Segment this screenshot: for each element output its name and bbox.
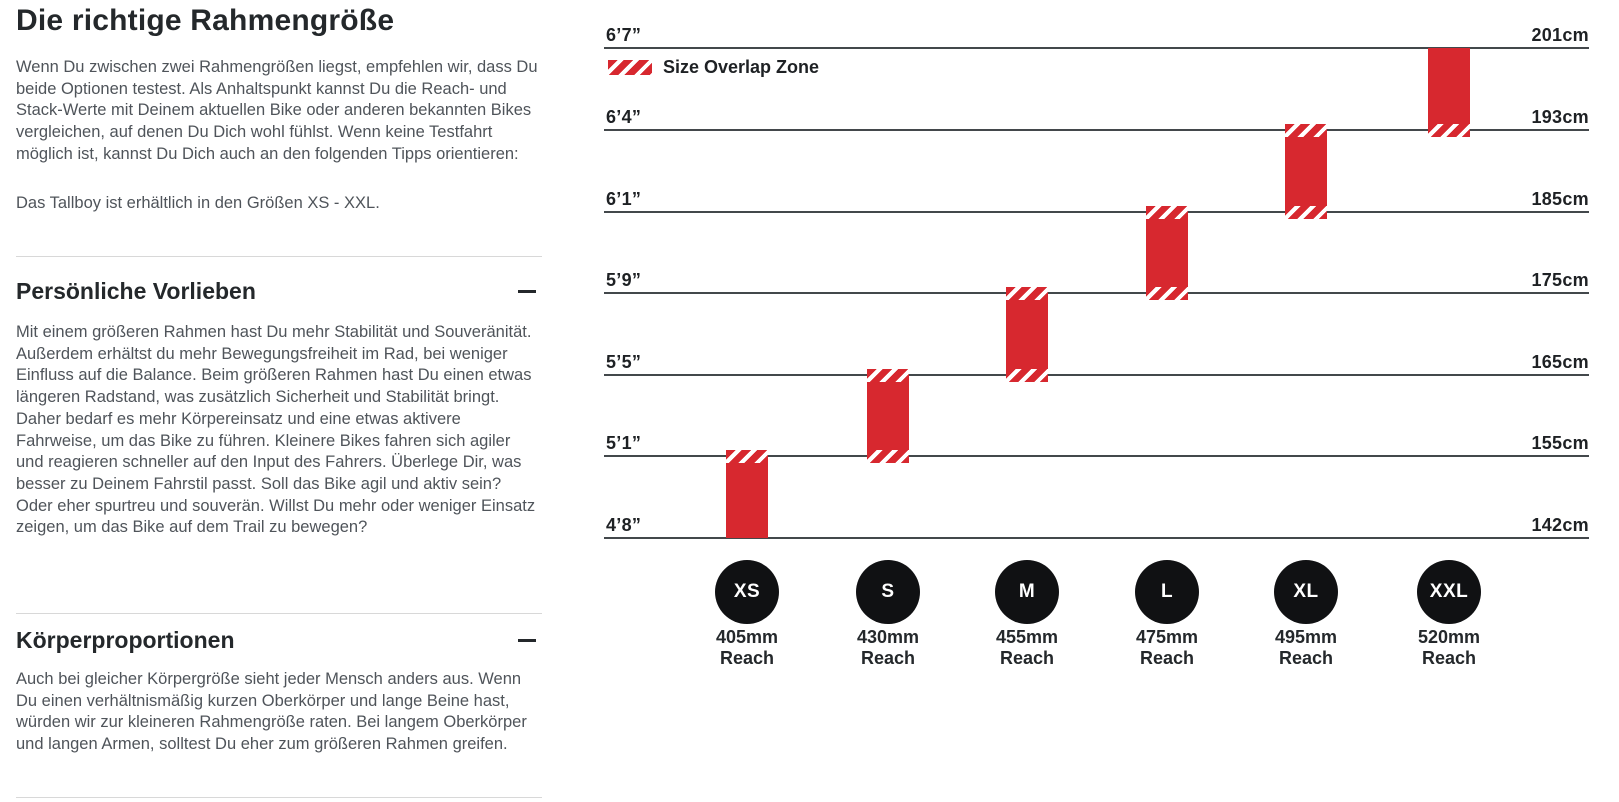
overlap-zone-top	[867, 369, 909, 382]
size-range-solid	[726, 463, 768, 538]
overlap-zone-top	[1146, 206, 1188, 219]
size-badge-xs: XS	[715, 560, 779, 624]
overlap-zone-bottom	[1428, 124, 1470, 137]
section-divider	[16, 797, 542, 798]
height-label-metric: 185cm	[1531, 189, 1589, 209]
height-label-metric: 155cm	[1531, 433, 1589, 453]
reach-caption: Reach	[860, 648, 916, 668]
section-divider	[16, 613, 542, 614]
section-heading: Körperproportionen	[16, 626, 235, 653]
page-title: Die richtige Rahmengröße	[16, 4, 395, 37]
overlap-zone-bottom	[1146, 287, 1188, 300]
height-label-imperial: 5’1”	[606, 433, 642, 453]
overlap-zone-top	[1006, 287, 1048, 300]
size-badge-s: S	[856, 560, 920, 624]
reach-label-l: 475mm Reach	[1097, 627, 1237, 669]
height-label-imperial: 4’8”	[606, 515, 642, 535]
height-label-metric: 193cm	[1531, 107, 1589, 127]
overlap-zone-top	[1285, 124, 1327, 137]
chart-legend: Size Overlap Zone	[608, 57, 819, 78]
size-range-solid	[1285, 137, 1327, 206]
height-label-metric: 165cm	[1531, 352, 1589, 372]
overlap-hatch-icon	[608, 60, 652, 75]
gridline	[604, 292, 1589, 294]
overlap-zone-top	[726, 450, 768, 463]
reach-value: 520mm	[1417, 627, 1481, 647]
size-range-solid	[1006, 300, 1048, 369]
height-label-imperial: 5’5”	[606, 352, 642, 372]
size-chart: 6’7” 201cm 6’4” 193cm 6’1” 185cm 5’9” 17…	[604, 0, 1589, 802]
size-range-solid	[1146, 219, 1188, 287]
reach-caption: Reach	[1139, 648, 1195, 668]
collapse-minus-icon[interactable]	[518, 289, 536, 293]
gridline	[604, 455, 1589, 457]
gridline	[604, 47, 1589, 49]
height-label-imperial: 5’9”	[606, 270, 642, 290]
availability-paragraph: Das Tallboy ist erhältlich in den Größen…	[16, 194, 380, 212]
reach-value: 475mm	[1135, 627, 1199, 647]
section-heading: Persönliche Vorlieben	[16, 277, 256, 304]
size-range-solid	[867, 382, 909, 450]
section-body-koerperproportionen: Auch bei gleicher Körpergröße sieht jede…	[16, 670, 527, 754]
size-bar-xxl	[1428, 48, 1470, 137]
reach-label-xxl: 520mm Reach	[1379, 627, 1519, 669]
gridline	[604, 374, 1589, 376]
reach-label-xl: 495mm Reach	[1236, 627, 1376, 669]
gridline	[604, 129, 1589, 131]
height-label-imperial: 6’7”	[606, 25, 642, 45]
overlap-zone-bottom	[1006, 369, 1048, 382]
intro-paragraph: Wenn Du zwischen zwei Rahmengrößen liegs…	[16, 58, 538, 163]
reach-caption: Reach	[719, 648, 775, 668]
size-bar-s	[867, 369, 909, 463]
size-bar-m	[1006, 287, 1048, 382]
section-body-persoenliche-vorlieben: Mit einem größeren Rahmen hast Du mehr S…	[16, 323, 536, 537]
size-badge-m: M	[995, 560, 1059, 624]
height-label-metric: 201cm	[1531, 25, 1589, 45]
sizing-text-column: Die richtige Rahmengröße Wenn Du zwische…	[16, 0, 542, 802]
size-badge-l: L	[1135, 560, 1199, 624]
reach-label-s: 430mm Reach	[818, 627, 958, 669]
section-divider	[16, 256, 542, 257]
gridline	[604, 537, 1589, 539]
accordion-header-persoenliche-vorlieben[interactable]: Persönliche Vorlieben	[16, 276, 542, 306]
size-bar-l	[1146, 206, 1188, 300]
size-bar-xs	[726, 450, 768, 538]
reach-label-xs: 405mm Reach	[677, 627, 817, 669]
size-badge-xl: XL	[1274, 560, 1338, 624]
height-label-imperial: 6’1”	[606, 189, 642, 209]
reach-value: 495mm	[1274, 627, 1338, 647]
size-badge-xxl: XXL	[1417, 560, 1481, 624]
reach-value: 405mm	[715, 627, 779, 647]
height-label-imperial: 6’4”	[606, 107, 642, 127]
legend-label: Size Overlap Zone	[663, 57, 820, 77]
size-range-solid	[1428, 48, 1470, 124]
size-bar-xl	[1285, 124, 1327, 219]
collapse-minus-icon[interactable]	[518, 638, 536, 642]
reach-value: 430mm	[856, 627, 920, 647]
overlap-zone-bottom	[867, 450, 909, 463]
reach-caption: Reach	[999, 648, 1055, 668]
accordion-header-koerperproportionen[interactable]: Körperproportionen	[16, 625, 542, 655]
reach-label-m: 455mm Reach	[957, 627, 1097, 669]
overlap-zone-bottom	[1285, 206, 1327, 219]
height-label-metric: 175cm	[1531, 270, 1589, 290]
height-label-metric: 142cm	[1531, 515, 1589, 535]
reach-caption: Reach	[1278, 648, 1334, 668]
reach-value: 455mm	[995, 627, 1059, 647]
reach-caption: Reach	[1421, 648, 1477, 668]
gridline	[604, 211, 1589, 213]
